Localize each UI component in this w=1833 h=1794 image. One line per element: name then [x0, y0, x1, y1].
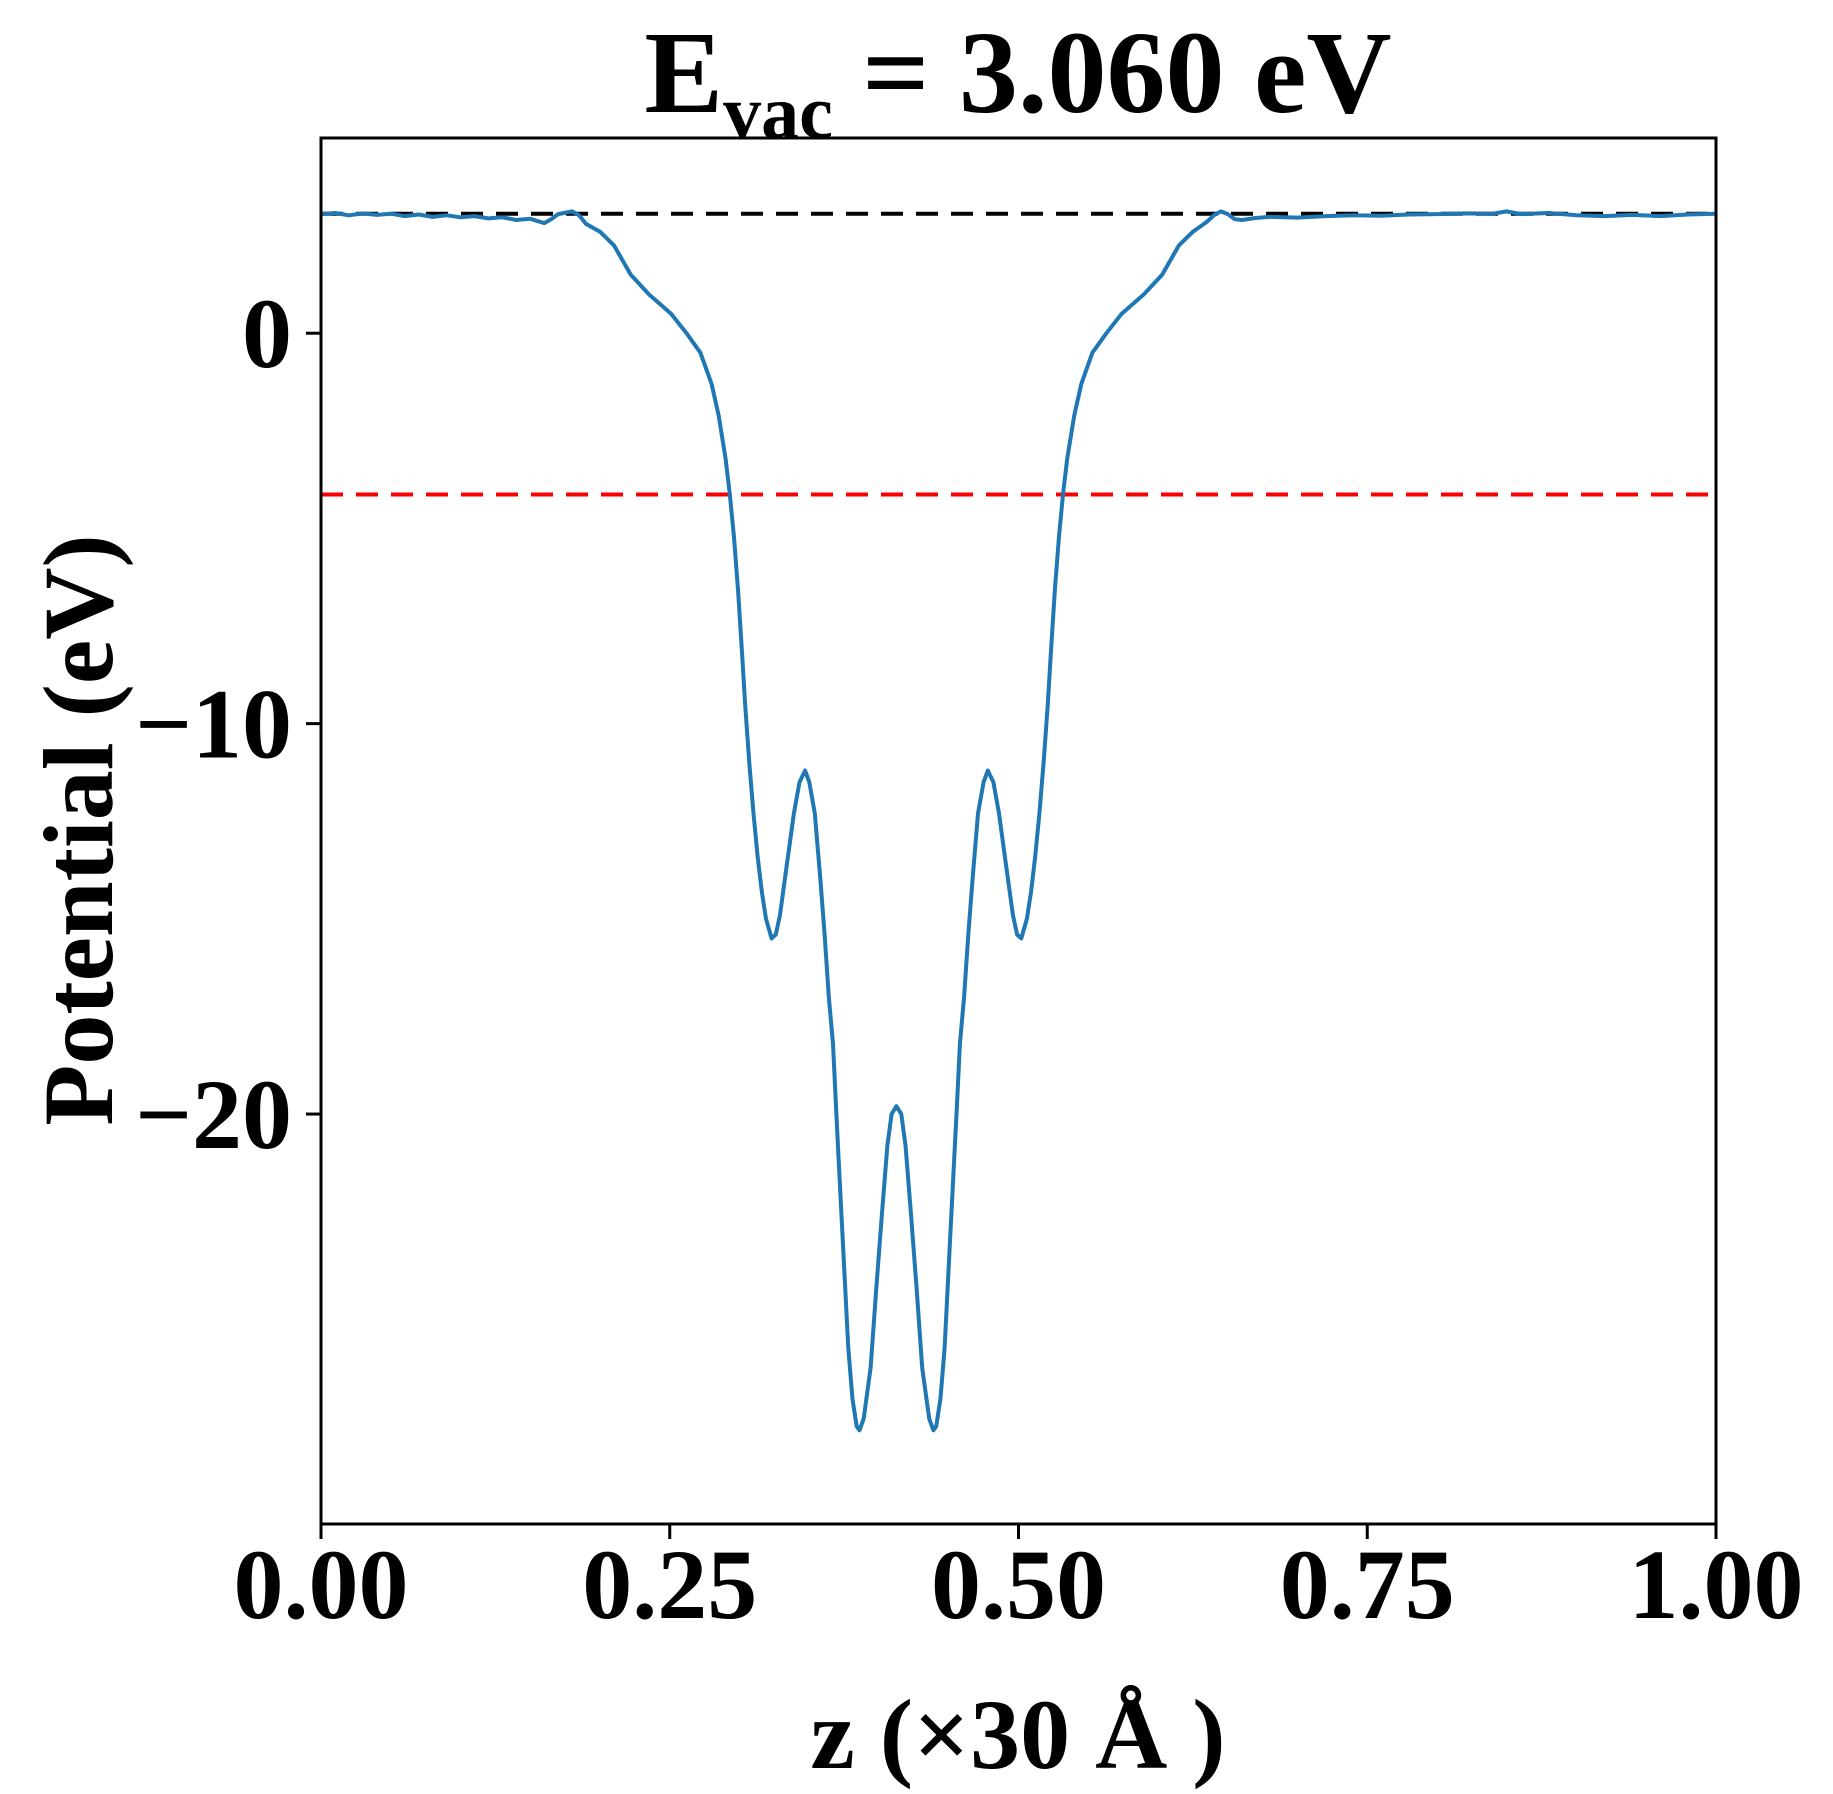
y-tick-label: −10 [135, 669, 292, 780]
planar-averaged-potential-line [320, 209, 1717, 1433]
y-tick-label: 0 [242, 278, 292, 389]
y-tick-label: −20 [135, 1059, 292, 1170]
title-main: E [644, 7, 723, 138]
x-tick-label: 0.25 [582, 1529, 757, 1640]
y-axis-label: Potential (eV) [23, 534, 134, 1125]
x-tick-label: 0.50 [931, 1529, 1106, 1640]
x-tick-labels: 0.00 0.25 0.50 0.75 1.00 [234, 1529, 1804, 1640]
title-rest: = 3.060 eV [833, 7, 1392, 138]
tick-marks [306, 331, 1718, 1539]
y-tick-labels: 0 −10 −20 [135, 278, 292, 1170]
plot-area [320, 209, 1717, 1433]
x-axis-label: z (×30 Å ) [810, 1679, 1225, 1790]
title-subscript: vac [723, 71, 833, 155]
axes [319, 136, 1718, 1526]
axes-frame [319, 136, 1718, 1526]
x-tick-label: 0.00 [234, 1529, 409, 1640]
chart-title: Evac = 3.060 eV [644, 7, 1391, 155]
x-tick-label: 1.00 [1629, 1529, 1804, 1640]
x-tick-label: 0.75 [1280, 1529, 1455, 1640]
